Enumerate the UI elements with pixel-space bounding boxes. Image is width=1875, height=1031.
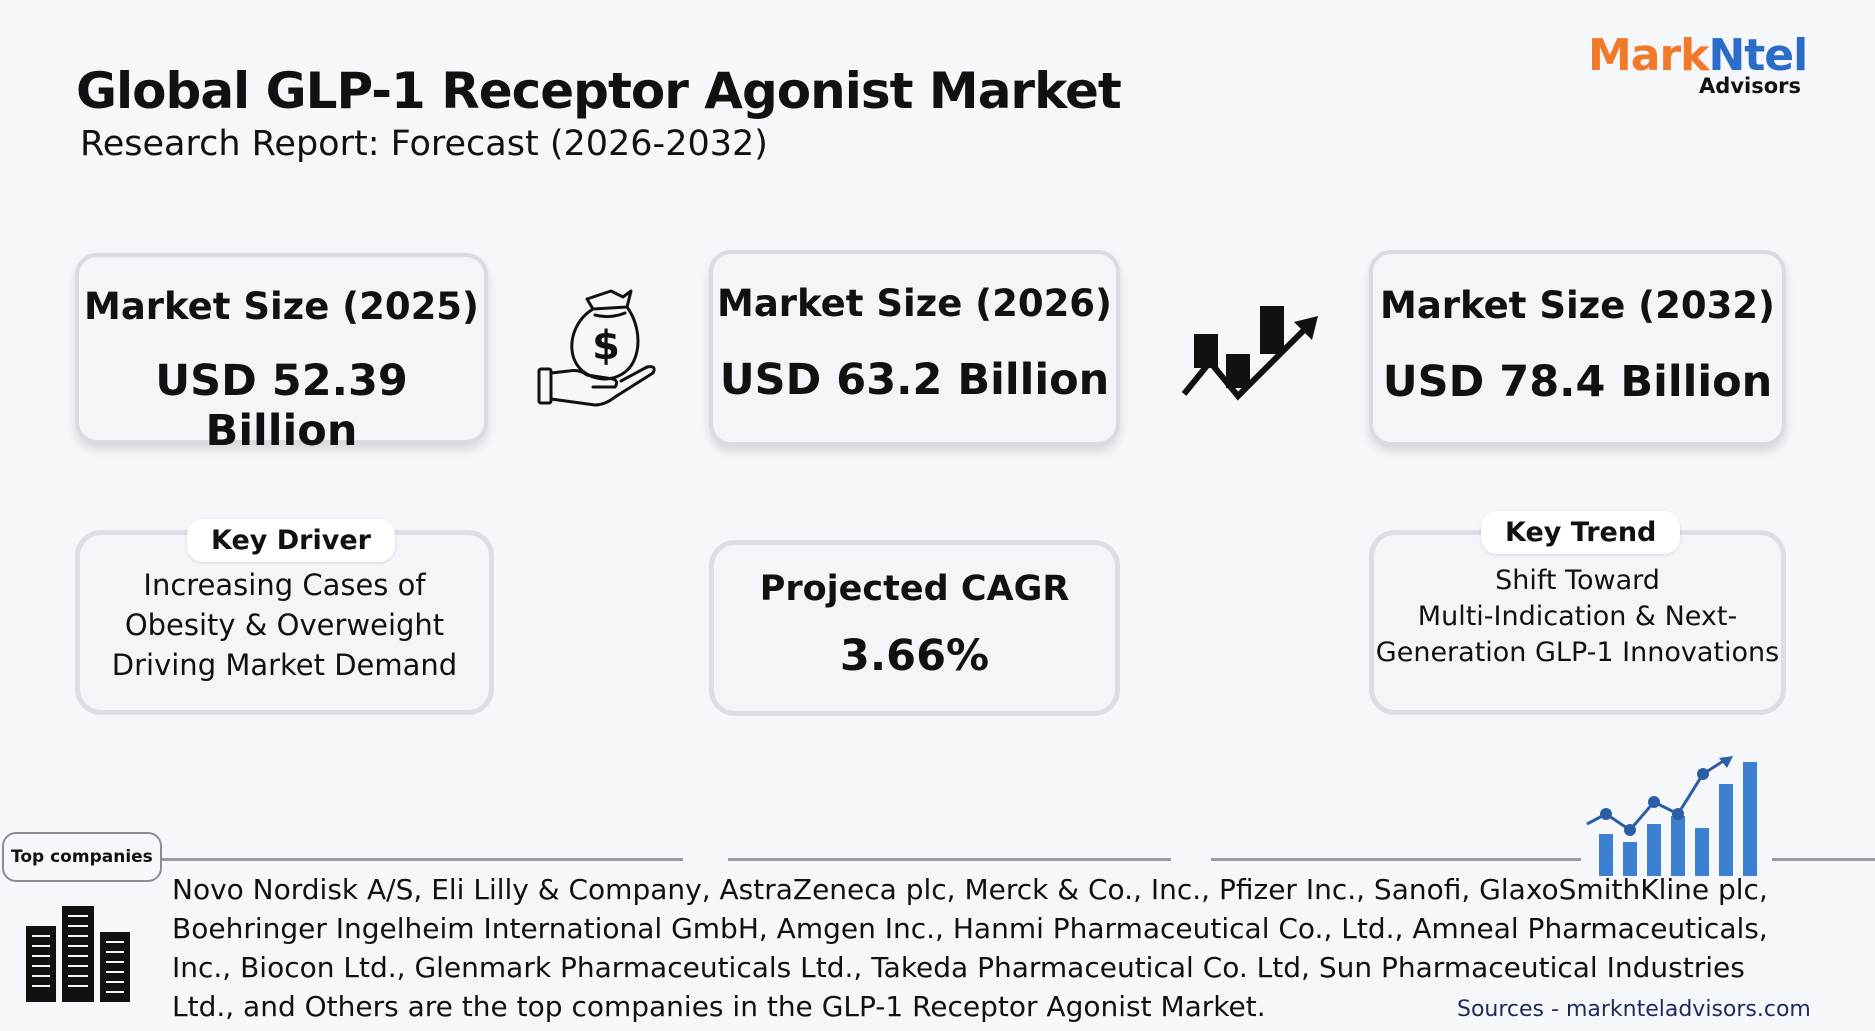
key-driver-line: Increasing Cases of (143, 568, 426, 602)
logo-mark-text: Mark (1588, 30, 1709, 81)
divider-line (150, 858, 683, 861)
divider-line (1772, 858, 1875, 861)
key-driver-text: Increasing Cases of Obesity & Overweight… (80, 565, 489, 685)
market-size-2025-card: Market Size (2025) USD 52.39 Billion (75, 253, 488, 456)
sources-text: Sources - marknteladvisors.com (1457, 997, 1811, 1022)
top-companies-line: Novo Nordisk A/S, Eli Lilly & Company, A… (172, 873, 1768, 906)
top-companies-tag: Top companies (2, 832, 162, 882)
key-trend-line: Generation GLP-1 Innovations (1375, 637, 1780, 668)
projected-cagr-box: Projected CAGR 3.66% (709, 540, 1120, 716)
market-size-2026-value: USD 63.2 Billion (719, 355, 1110, 405)
logo-advisors-text: Advisors (1699, 74, 1801, 98)
divider-line (728, 858, 1171, 861)
logo-wordmark: MarkNtel (1588, 34, 1808, 78)
growth-chart-arrow-icon (1181, 306, 1318, 401)
projected-cagr-value: 3.66% (839, 631, 990, 681)
top-companies-line: Boehringer Ingelheim International GmbH,… (172, 912, 1768, 945)
top-companies-line: Ltd., and Others are the top companies i… (172, 990, 1266, 1023)
market-size-2025-label: Market Size (2025) (84, 285, 479, 328)
market-size-2032-value: USD 78.4 Billion (1382, 357, 1773, 407)
svg-text:$: $ (592, 323, 620, 369)
page-subtitle: Research Report: Forecast (2026-2032) (80, 124, 768, 164)
key-trend-label: Key Trend (1481, 511, 1681, 554)
market-size-2026-label: Market Size (2026) (717, 282, 1112, 325)
key-driver-line: Obesity & Overweight (124, 608, 445, 642)
key-driver-label: Key Driver (187, 519, 395, 562)
divider-line (1211, 858, 1581, 861)
key-trend-line: Shift Toward (1495, 565, 1660, 596)
logo-ntel-text: Ntel (1708, 30, 1808, 81)
market-size-2032-label: Market Size (2032) (1380, 284, 1775, 327)
market-size-2025-value: USD 52.39 Billion (155, 356, 408, 456)
key-trend-line: Multi-Indication & Next- (1417, 601, 1738, 632)
top-companies-text: Novo Nordisk A/S, Eli Lilly & Company, A… (172, 870, 1837, 1026)
market-size-2026-card: Market Size (2026) USD 63.2 Billion (709, 250, 1120, 446)
top-companies-line: Inc., Biocon Ltd., Glenmark Pharmaceutic… (172, 951, 1745, 984)
page-title: Global GLP-1 Receptor Agonist Market (76, 62, 1122, 120)
projected-cagr-label: Projected CAGR (759, 569, 1070, 609)
key-trend-text: Shift Toward Multi-Indication & Next- Ge… (1374, 563, 1781, 671)
key-driver-line: Driving Market Demand (111, 648, 458, 682)
key-driver-box: Key Driver Increasing Cases of Obesity &… (75, 519, 494, 715)
money-bag-hand-icon: $ (537, 289, 656, 407)
market-size-2032-card: Market Size (2032) USD 78.4 Billion (1369, 250, 1786, 446)
key-trend-box: Key Trend Shift Toward Multi-Indication … (1369, 511, 1786, 715)
marknteladvisors-logo: MarkNtel Advisors (1588, 34, 1808, 104)
buildings-icon (26, 906, 130, 1002)
bar-growth-icon (1586, 756, 1757, 876)
